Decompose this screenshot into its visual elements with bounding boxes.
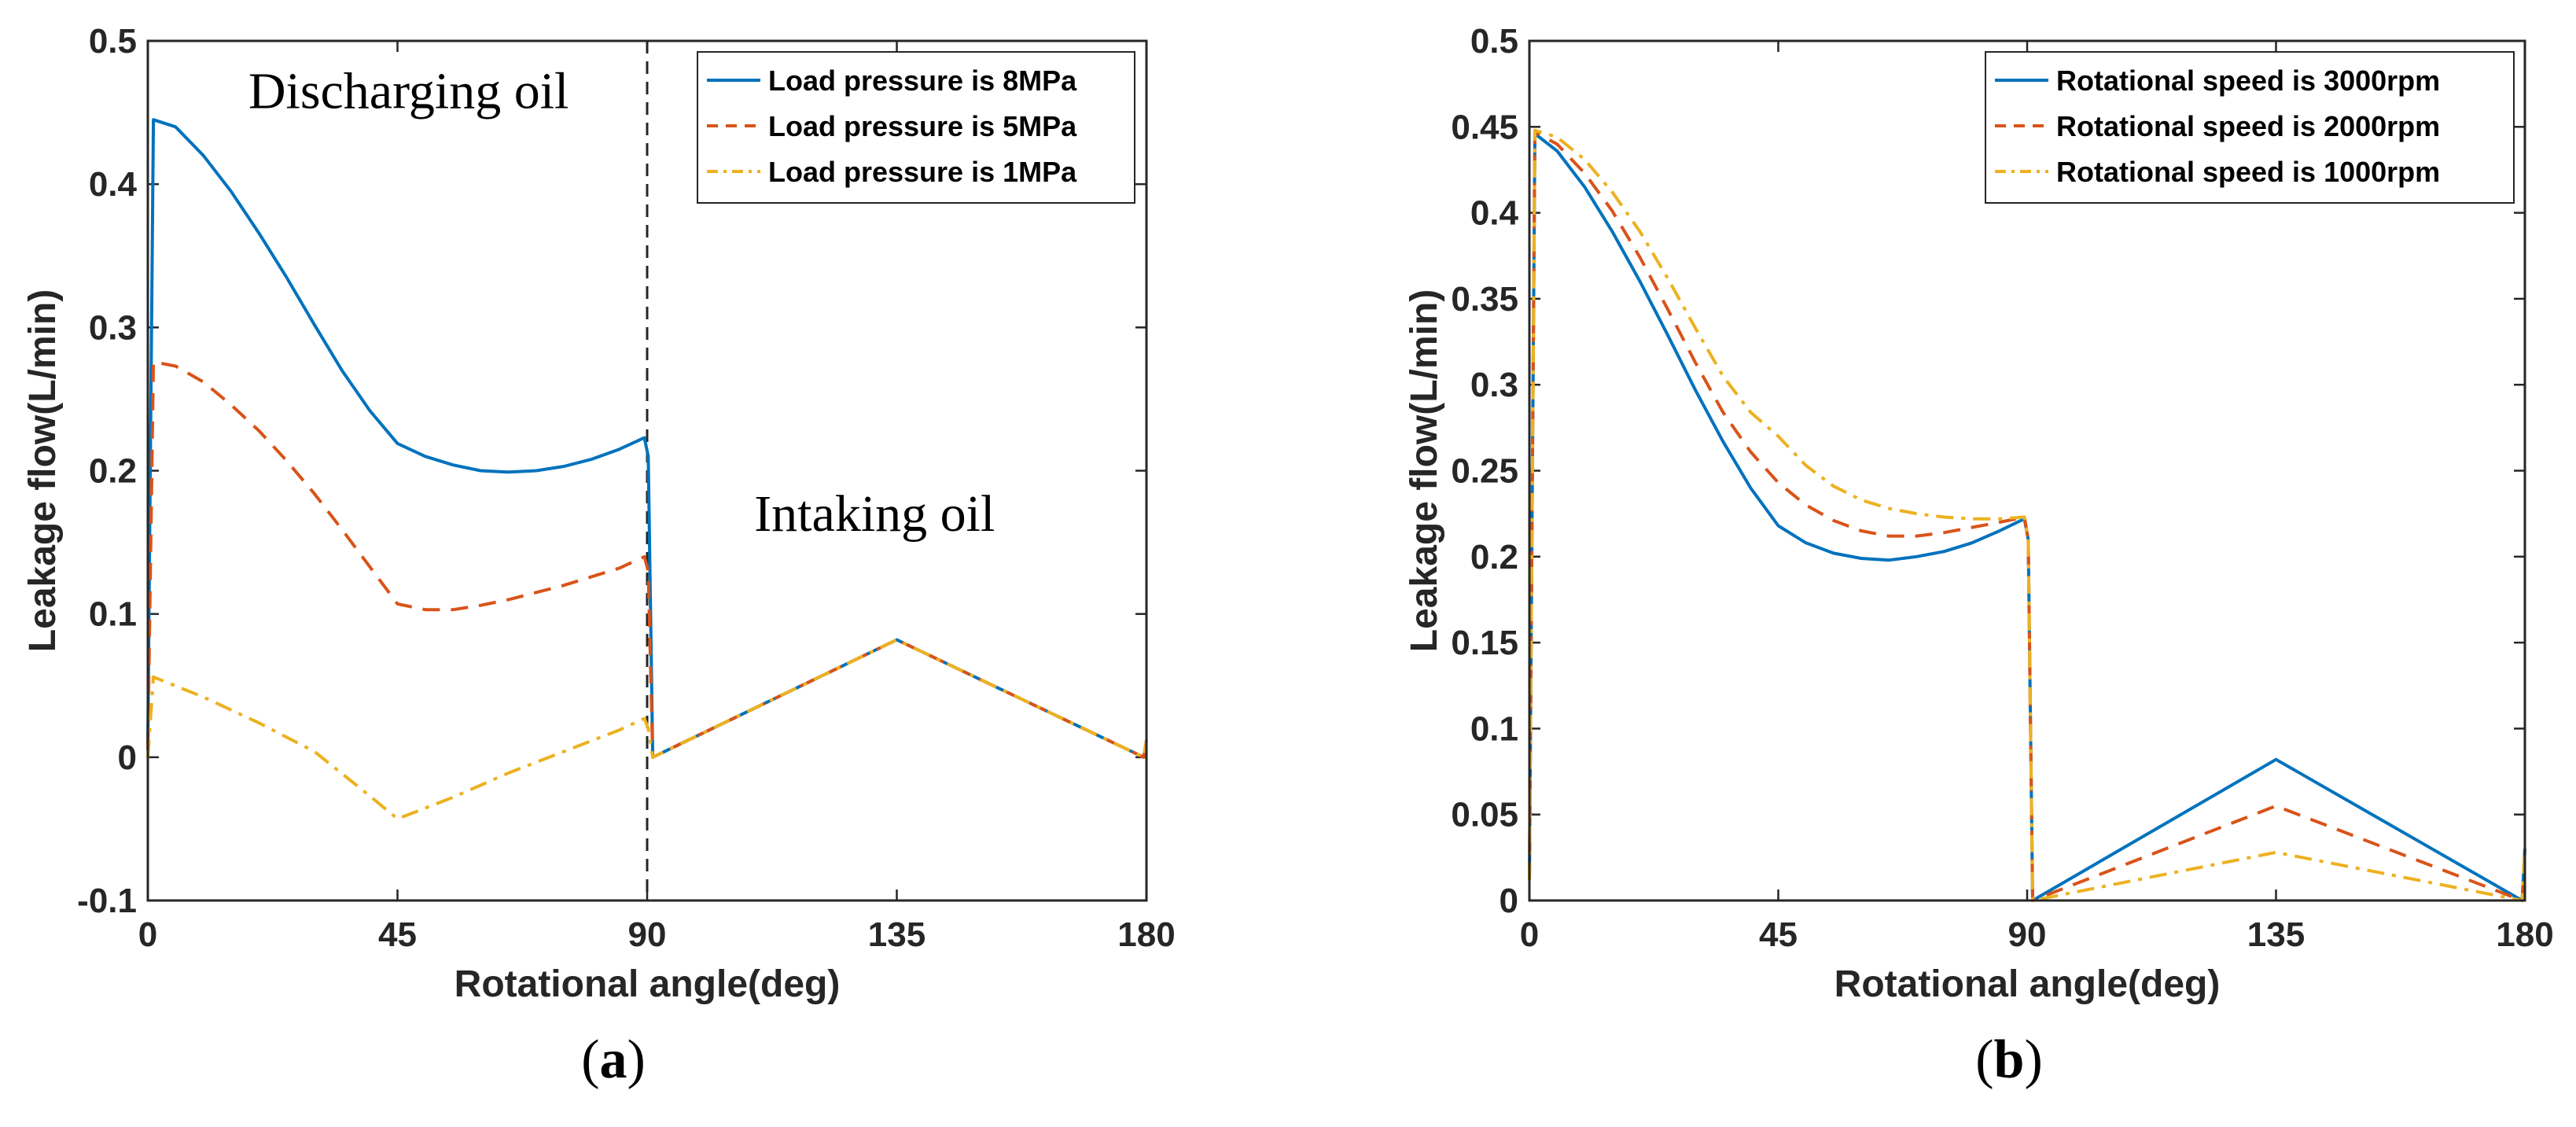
x-tick-label: 180 [1117, 915, 1175, 954]
panel-label-open: ( [1975, 1029, 1993, 1090]
panel-label-letter: a [600, 1029, 627, 1090]
y-axis-label: Leakage flow(L/min) [1404, 289, 1445, 652]
legend-label-3: Rotational speed is 1000rpm [2056, 156, 2440, 188]
y-tick-label: 0.4 [1470, 194, 1519, 233]
y-tick-label: 0.3 [1470, 366, 1518, 404]
x-tick-label: 0 [138, 915, 157, 954]
y-tick-label: 0.5 [1470, 22, 1518, 61]
legend-label-1: Load pressure is 8MPa [768, 64, 1077, 97]
panel-label: (a) [581, 1029, 646, 1090]
panel-label: (b) [1975, 1029, 2043, 1090]
x-axis-label: Rotational angle(deg) [454, 963, 841, 1005]
y-tick-label: 0.1 [89, 595, 137, 634]
x-tick-label: 180 [2496, 915, 2553, 954]
panel-label-close: ) [627, 1029, 646, 1090]
x-tick-label: 90 [628, 915, 667, 954]
y-tick-label: -0.1 [77, 882, 137, 920]
y-tick-label: 0.35 [1451, 280, 1518, 319]
plot-frame [146, 39, 1148, 902]
panel-label-open: ( [581, 1029, 599, 1090]
x-tick-label: 0 [1520, 915, 1539, 954]
x-tick-label: 90 [2008, 915, 2047, 954]
y-tick-label: 0.05 [1451, 796, 1518, 834]
legend-label-2: Load pressure is 5MPa [768, 110, 1077, 142]
y-tick-label: 0.3 [89, 308, 137, 347]
x-tick-label: 135 [2247, 915, 2305, 954]
legend-label-3: Load pressure is 1MPa [768, 156, 1077, 188]
y-tick-label: 0.45 [1451, 108, 1518, 146]
y-axis-label: Leakage flow(L/min) [22, 289, 64, 652]
panel-label-letter: b [1994, 1029, 2025, 1090]
y-tick-label: 0 [1500, 882, 1518, 920]
y-tick-label: 0.2 [89, 452, 137, 491]
series-line-2 [146, 360, 1148, 759]
chart-panel-b: 0 45 90 135 180 0 0.05 0.1 0.15 0.2 0.25 0.3 0.35 0.4… [1404, 22, 2554, 1090]
x-tick-label: 45 [378, 915, 417, 954]
x-axis-label: Rotational angle(deg) [1834, 963, 2221, 1005]
series-line-2 [1528, 130, 2526, 902]
y-tick-label: 0.15 [1451, 624, 1518, 662]
y-tick-label: 0.25 [1451, 452, 1518, 491]
y-tick-label: 0.5 [89, 22, 137, 61]
legend-label-2: Rotational speed is 2000rpm [2056, 110, 2440, 142]
chart-panel-a: 0 45 90 135 180-0.100.10.20.30.40.5Dischargi… [22, 22, 1176, 1090]
annotation-text: Discharging oil [248, 63, 569, 120]
x-tick-label: 135 [868, 915, 926, 954]
y-tick-label: 0.4 [89, 165, 138, 204]
legend-box [697, 51, 1135, 204]
y-tick-label: 0 [118, 738, 137, 777]
series-line-1 [146, 118, 1148, 759]
series-line-3 [146, 638, 1148, 821]
x-tick-label: 45 [1759, 915, 1798, 954]
legend-box [1985, 51, 2515, 204]
plot-frame [1528, 39, 2526, 902]
y-tick-label: 0.2 [1470, 538, 1518, 576]
series-line-3 [1528, 128, 2526, 902]
annotation-text: Intaking oil [754, 485, 995, 543]
panel-label-close: ) [2024, 1029, 2042, 1090]
legend-label-1: Rotational speed is 3000rpm [2056, 64, 2440, 97]
y-tick-label: 0.1 [1470, 709, 1518, 748]
